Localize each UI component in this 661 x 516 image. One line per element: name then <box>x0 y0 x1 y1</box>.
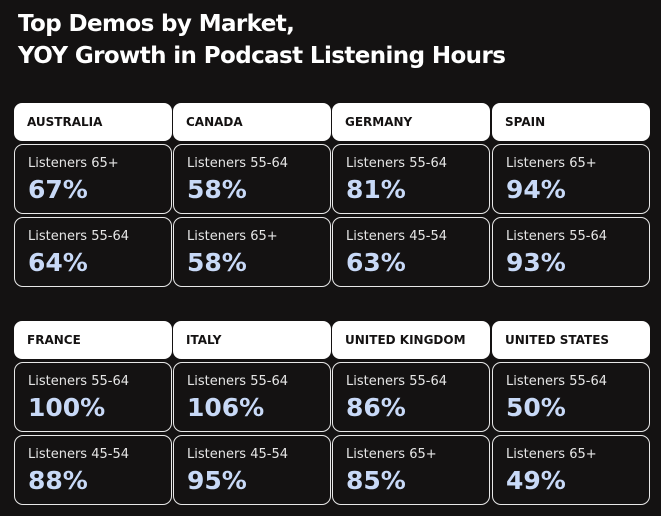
stat-label: Listeners 45-54 <box>187 447 288 462</box>
stat-value: 67% <box>28 175 88 204</box>
stat-card: Listeners 55-64 81% <box>332 144 490 214</box>
stat-card: Listeners 65+ 94% <box>492 144 650 214</box>
stat-card: Listeners 45-54 95% <box>173 435 331 505</box>
market-header: ITALY <box>173 321 331 359</box>
stat-card: Listeners 65+ 58% <box>173 217 331 287</box>
stat-card: Listeners 65+ 67% <box>14 144 172 214</box>
stat-label: Listeners 55-64 <box>28 374 129 389</box>
stat-value: 94% <box>506 175 566 204</box>
stat-card: Listeners 55-64 50% <box>492 362 650 432</box>
title-line-2: YOY Growth in Podcast Listening Hours <box>18 43 506 69</box>
market-header: SPAIN <box>492 103 650 141</box>
market-header: CANADA <box>173 103 331 141</box>
market-card-australia: AUSTRALIA Listeners 65+ 67% Listeners 55… <box>14 103 172 287</box>
market-card-spain: SPAIN Listeners 65+ 94% Listeners 55-64 … <box>492 103 650 287</box>
stat-card: Listeners 45-54 88% <box>14 435 172 505</box>
market-header: UNITED STATES <box>492 321 650 359</box>
market-card-united-states: UNITED STATES Listeners 55-64 50% Listen… <box>492 321 650 505</box>
stat-label: Listeners 55-64 <box>506 229 607 244</box>
stat-label: Listeners 55-64 <box>346 156 447 171</box>
stat-value: 100% <box>28 393 106 422</box>
stat-label: Listeners 45-54 <box>346 229 447 244</box>
stat-label: Listeners 55-64 <box>187 374 288 389</box>
stat-label: Listeners 55-64 <box>506 374 607 389</box>
stat-label: Listeners 65+ <box>28 156 119 171</box>
stat-label: Listeners 55-64 <box>346 374 447 389</box>
stat-card: Listeners 55-64 58% <box>173 144 331 214</box>
stat-value: 106% <box>187 393 265 422</box>
stat-value: 81% <box>346 175 406 204</box>
stat-value: 85% <box>346 466 406 495</box>
stat-card: Listeners 55-64 93% <box>492 217 650 287</box>
market-card-italy: ITALY Listeners 55-64 106% Listeners 45-… <box>173 321 331 505</box>
market-header: FRANCE <box>14 321 172 359</box>
stat-label: Listeners 55-64 <box>28 229 129 244</box>
stat-value: 86% <box>346 393 406 422</box>
stat-value: 58% <box>187 248 247 277</box>
title-line-1: Top Demos by Market, <box>18 11 295 37</box>
stat-value: 63% <box>346 248 406 277</box>
stat-label: Listeners 65+ <box>346 447 437 462</box>
stat-label: Listeners 65+ <box>187 229 278 244</box>
stat-card: Listeners 55-64 106% <box>173 362 331 432</box>
stat-label: Listeners 65+ <box>506 447 597 462</box>
stat-value: 93% <box>506 248 566 277</box>
stat-value: 49% <box>506 466 566 495</box>
stat-label: Listeners 55-64 <box>187 156 288 171</box>
stat-card: Listeners 65+ 85% <box>332 435 490 505</box>
stat-card: Listeners 55-64 100% <box>14 362 172 432</box>
stat-card: Listeners 45-54 63% <box>332 217 490 287</box>
stat-card: Listeners 65+ 49% <box>492 435 650 505</box>
market-card-united-kingdom: UNITED KINGDOM Listeners 55-64 86% Liste… <box>332 321 490 505</box>
market-card-france: FRANCE Listeners 55-64 100% Listeners 45… <box>14 321 172 505</box>
market-card-canada: CANADA Listeners 55-64 58% Listeners 65+… <box>173 103 331 287</box>
stat-label: Listeners 65+ <box>506 156 597 171</box>
market-card-germany: GERMANY Listeners 55-64 81% Listeners 45… <box>332 103 490 287</box>
stat-value: 58% <box>187 175 247 204</box>
stat-label: Listeners 45-54 <box>28 447 129 462</box>
stat-card: Listeners 55-64 86% <box>332 362 490 432</box>
stat-value: 88% <box>28 466 88 495</box>
page-title: Top Demos by Market, YOY Growth in Podca… <box>18 8 506 72</box>
stat-value: 64% <box>28 248 88 277</box>
market-header: GERMANY <box>332 103 490 141</box>
market-header: UNITED KINGDOM <box>332 321 490 359</box>
market-header: AUSTRALIA <box>14 103 172 141</box>
stat-card: Listeners 55-64 64% <box>14 217 172 287</box>
stat-value: 50% <box>506 393 566 422</box>
stat-value: 95% <box>187 466 247 495</box>
